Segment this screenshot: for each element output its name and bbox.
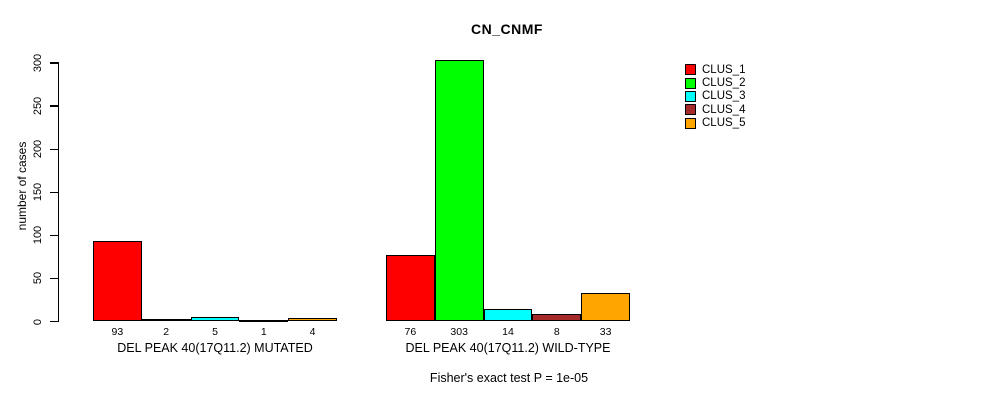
y-axis-tick xyxy=(50,105,58,107)
legend: CLUS_1 CLUS_2 CLUS_3 CLUS_4 CLUS_5 xyxy=(685,63,745,130)
legend-item-clus_2: CLUS_2 xyxy=(685,76,745,89)
bar-value-label: 5 xyxy=(212,326,218,338)
bar-value-label: 93 xyxy=(111,326,124,338)
y-tick-label: 100 xyxy=(32,226,44,245)
bar-clus_3-group2 xyxy=(483,308,533,321)
bar-value-label: 2 xyxy=(163,326,170,338)
y-tick-label: 300 xyxy=(32,53,44,72)
bar-clus_1-group2 xyxy=(386,255,435,321)
legend-swatch-icon xyxy=(685,77,696,89)
legend-swatch-icon xyxy=(685,64,696,76)
bar-clus_5-group2 xyxy=(581,292,630,321)
bar-value-label: 4 xyxy=(309,326,316,338)
category-label: DEL PEAK 40(17Q11.2) WILD-TYPE xyxy=(405,341,611,355)
legend-label: CLUS_4 xyxy=(702,103,746,116)
legend-item-clus_1: CLUS_1 xyxy=(685,63,745,76)
legend-label: CLUS_2 xyxy=(702,77,746,90)
bar-value-label: 1 xyxy=(260,326,267,338)
statistical-annotation: Fisher's exact test P = 1e-05 xyxy=(429,371,589,385)
y-axis-tick xyxy=(50,277,58,280)
y-axis-line xyxy=(58,62,60,322)
bar-clus_1-group1 xyxy=(93,240,142,321)
y-tick-label: 150 xyxy=(32,182,44,202)
bar-value-label: 303 xyxy=(450,326,468,338)
bar-clus_4-group1 xyxy=(239,320,289,322)
chart-title: CN_CNMF xyxy=(471,21,543,37)
y-axis-tick xyxy=(50,321,58,323)
y-tick-label: 200 xyxy=(32,139,44,159)
bar-clus_2-group2 xyxy=(434,59,484,321)
legend-label: CLUS_1 xyxy=(702,63,746,76)
legend-swatch-icon xyxy=(685,90,696,102)
legend-swatch-icon xyxy=(685,117,696,129)
bar-clus_4-group2 xyxy=(532,314,582,321)
y-tick-label: 0 xyxy=(32,318,44,325)
bar-clus_3-group1 xyxy=(190,316,240,321)
bar-value-label: 8 xyxy=(553,326,560,338)
y-axis-tick xyxy=(50,62,58,64)
y-tick-label: 50 xyxy=(32,272,44,285)
legend-item-clus_3: CLUS_3 xyxy=(685,90,745,103)
y-axis-tick xyxy=(50,191,58,193)
y-tick-label: 250 xyxy=(32,96,44,116)
legend-label: CLUS_5 xyxy=(702,117,746,130)
bar-clus_2-group1 xyxy=(141,319,191,322)
y-axis-tick xyxy=(50,148,58,150)
legend-item-clus_5: CLUS_5 xyxy=(685,117,745,130)
bar-clus_5-group1 xyxy=(288,317,337,321)
bar-value-label: 33 xyxy=(599,326,612,338)
legend-item-clus_4: CLUS_4 xyxy=(685,103,745,116)
legend-swatch-icon xyxy=(685,104,696,116)
legend-label: CLUS_3 xyxy=(702,90,746,103)
bar-value-label: 14 xyxy=(502,326,514,338)
y-axis-tick xyxy=(50,234,58,237)
bar-value-label: 76 xyxy=(404,326,417,338)
category-label: DEL PEAK 40(17Q11.2) MUTATED xyxy=(117,341,313,355)
